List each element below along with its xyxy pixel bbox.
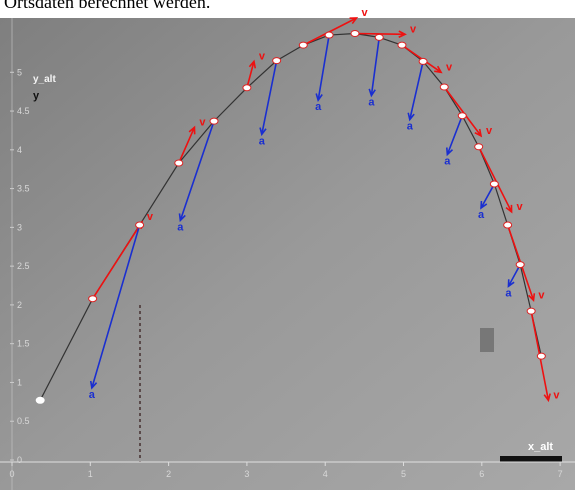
- position-point: [299, 42, 307, 48]
- y-tick-label: 2: [17, 300, 22, 310]
- position-point: [490, 181, 498, 187]
- y-tick-label: 4.5: [17, 106, 30, 116]
- vector-label: a: [177, 221, 184, 233]
- position-point: [273, 58, 281, 64]
- vector-label: a: [259, 135, 266, 147]
- position-point: [325, 32, 333, 38]
- position-point: [89, 296, 97, 302]
- position-point: [375, 34, 383, 40]
- vector-label: a: [407, 121, 414, 133]
- y-tick-label: 1: [17, 377, 22, 387]
- vector-label: a: [444, 155, 451, 167]
- x-tick-label: 0: [9, 469, 14, 479]
- screenshot: Ortsdaten berechnet werden. x_alt y_alt …: [0, 0, 575, 490]
- vector-label: v: [199, 116, 206, 128]
- vector-label: a: [505, 287, 512, 299]
- vector-label: a: [315, 101, 322, 113]
- y-tick-label: 3.5: [17, 184, 30, 194]
- position-point: [440, 84, 448, 90]
- y-tick-label: 0: [17, 455, 22, 465]
- y-tick-label: 1.5: [17, 339, 30, 349]
- x-tick-label: 6: [479, 469, 484, 479]
- position-point: [516, 262, 524, 268]
- vector-label: a: [478, 209, 485, 221]
- position-point: [537, 353, 545, 359]
- vector-label: a: [368, 97, 375, 109]
- y-tick-label: 2.5: [17, 261, 30, 271]
- x-tick-label: 2: [166, 469, 171, 479]
- position-point: [36, 397, 44, 403]
- vector-label: v: [486, 125, 493, 137]
- position-point: [136, 222, 144, 228]
- y-axis-label: y_alt: [33, 74, 56, 85]
- y-tick-label: 4: [17, 145, 22, 155]
- x-tick-label: 1: [88, 469, 93, 479]
- background-bar: [500, 456, 562, 462]
- position-point: [398, 42, 406, 48]
- vector-label: v: [410, 23, 417, 35]
- position-point: [475, 144, 483, 150]
- position-point: [175, 160, 183, 166]
- y-tick-label: 0.5: [17, 416, 30, 426]
- position-point: [351, 31, 359, 37]
- vector-label: v: [538, 289, 545, 301]
- vector-label: v: [259, 50, 266, 62]
- x-axis-label: x_alt: [528, 441, 553, 453]
- vector-label: v: [147, 211, 154, 223]
- vector-label: v: [446, 61, 453, 73]
- background-object: [480, 328, 494, 352]
- position-point: [527, 308, 535, 314]
- vector-label: v: [553, 389, 560, 401]
- position-point: [504, 222, 512, 228]
- x-tick-label: 3: [244, 469, 249, 479]
- vector-label: v: [517, 201, 524, 213]
- caption: Ortsdaten berechnet werden.: [4, 0, 210, 12]
- position-point: [419, 58, 427, 64]
- x-tick-label: 4: [323, 469, 328, 479]
- x-tick-label: 7: [558, 469, 563, 479]
- position-point: [243, 85, 251, 91]
- y-tick-label: 3: [17, 222, 22, 232]
- vector-label: v: [361, 7, 368, 19]
- position-point: [210, 118, 218, 124]
- y-tick-label: 5: [17, 67, 22, 77]
- position-point: [458, 113, 466, 119]
- vector-label: a: [89, 389, 96, 401]
- y-axis-label-2: y: [33, 90, 40, 102]
- x-tick-label: 5: [401, 469, 406, 479]
- video-frame: [0, 18, 575, 490]
